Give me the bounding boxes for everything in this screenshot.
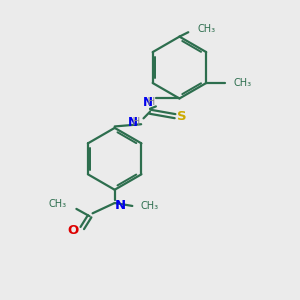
Text: N: N: [128, 116, 138, 129]
Text: O: O: [67, 224, 79, 238]
Text: N: N: [142, 96, 153, 109]
Text: CH₃: CH₃: [198, 24, 216, 34]
Text: H: H: [140, 97, 155, 107]
Text: CH₃: CH₃: [49, 200, 67, 209]
Text: CH₃: CH₃: [233, 78, 251, 88]
Text: S: S: [177, 110, 186, 123]
Text: CH₃: CH₃: [141, 201, 159, 211]
Text: N: N: [114, 199, 125, 212]
Text: H: H: [126, 117, 140, 127]
